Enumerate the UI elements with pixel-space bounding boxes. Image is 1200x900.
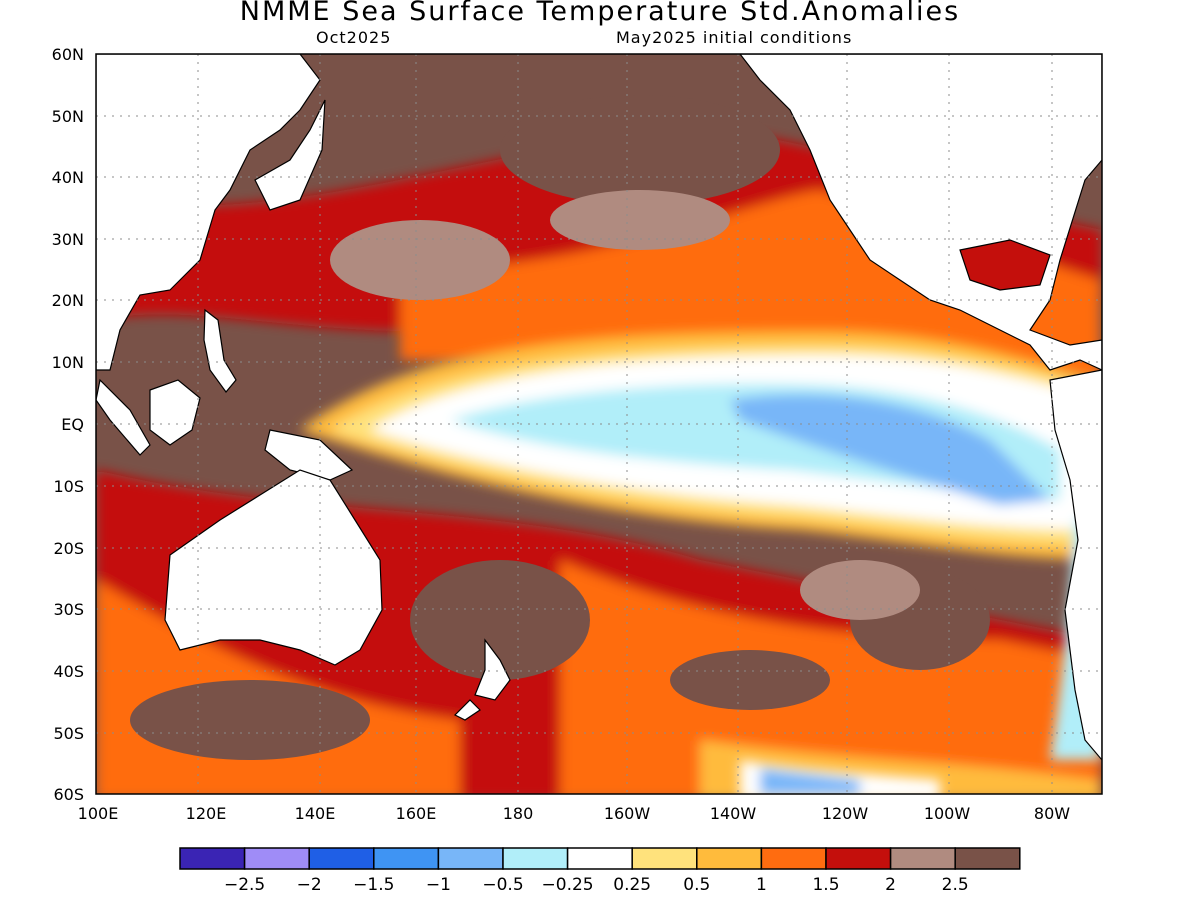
legend-swatch xyxy=(243,847,310,870)
legend-label: 1.5 xyxy=(812,875,839,895)
color-legend-labels: −2.5 −2 −1.5 −1 −0.5 −0.25 0.25 0.5 1 1.… xyxy=(224,875,969,895)
map-frame xyxy=(95,53,1103,795)
legend-swatch xyxy=(502,847,569,870)
legend-label: −1.5 xyxy=(353,875,394,895)
lon-label: 80W xyxy=(1034,804,1070,823)
initial-conditions-label: May2025 initial conditions xyxy=(616,28,853,47)
lat-label: EQ xyxy=(61,415,84,434)
legend-label: 1 xyxy=(756,875,767,895)
lat-label: 20N xyxy=(52,291,84,310)
legend-label: −0.5 xyxy=(482,875,523,895)
lon-label: 140E xyxy=(295,804,336,823)
legend-swatch xyxy=(760,847,827,870)
latitude-axis: 60N 50N 40N 30N 20N 10N EQ 10S 20S 30S 4… xyxy=(52,45,84,804)
legend-swatch xyxy=(373,847,440,870)
legend-label: 2 xyxy=(885,875,896,895)
lat-label: 40N xyxy=(52,168,84,187)
legend-swatch xyxy=(308,847,375,870)
lat-label: 40S xyxy=(53,662,84,681)
lat-label: 10S xyxy=(53,477,84,496)
legend-label: −1 xyxy=(426,875,451,895)
lon-label: 140W xyxy=(710,804,757,823)
legend-label: 2.5 xyxy=(942,875,969,895)
legend-swatch xyxy=(954,847,1021,870)
lat-label: 60S xyxy=(53,785,84,804)
color-legend xyxy=(179,847,1021,870)
lat-label: 60N xyxy=(52,45,84,64)
lat-label: 10N xyxy=(52,353,84,372)
lat-label: 30N xyxy=(52,230,84,249)
map-title: NMME Sea Surface Temperature Std.Anomali… xyxy=(239,0,961,27)
lat-label: 50N xyxy=(52,107,84,126)
longitude-axis: 100E 120E 140E 160E 180 160W 140W 120W 1… xyxy=(78,804,1071,823)
legend-swatch xyxy=(889,847,956,870)
lon-label: 120W xyxy=(822,804,869,823)
gridlines xyxy=(96,54,1102,794)
legend-swatch xyxy=(696,847,763,870)
legend-swatch xyxy=(566,847,633,870)
legend-label: −2 xyxy=(297,875,322,895)
target-month-label: Oct2025 xyxy=(316,28,392,47)
lon-label: 120E xyxy=(186,804,227,823)
lon-label: 180 xyxy=(503,804,534,823)
anomaly-field xyxy=(96,54,1102,794)
lon-label: 160W xyxy=(604,804,651,823)
legend-label: 0.25 xyxy=(613,875,651,895)
lat-label: 30S xyxy=(53,600,84,619)
lon-label: 100E xyxy=(78,804,119,823)
lat-label: 50S xyxy=(53,724,84,743)
legend-label: −2.5 xyxy=(224,875,265,895)
legend-label: −0.25 xyxy=(542,875,594,895)
legend-swatch xyxy=(437,847,504,870)
lon-label: 160E xyxy=(396,804,437,823)
legend-swatch xyxy=(825,847,892,870)
legend-swatch xyxy=(179,847,246,870)
legend-label: 0.5 xyxy=(683,875,710,895)
lat-label: 20S xyxy=(53,539,84,558)
lon-label: 100W xyxy=(924,804,971,823)
legend-swatch xyxy=(631,847,698,870)
